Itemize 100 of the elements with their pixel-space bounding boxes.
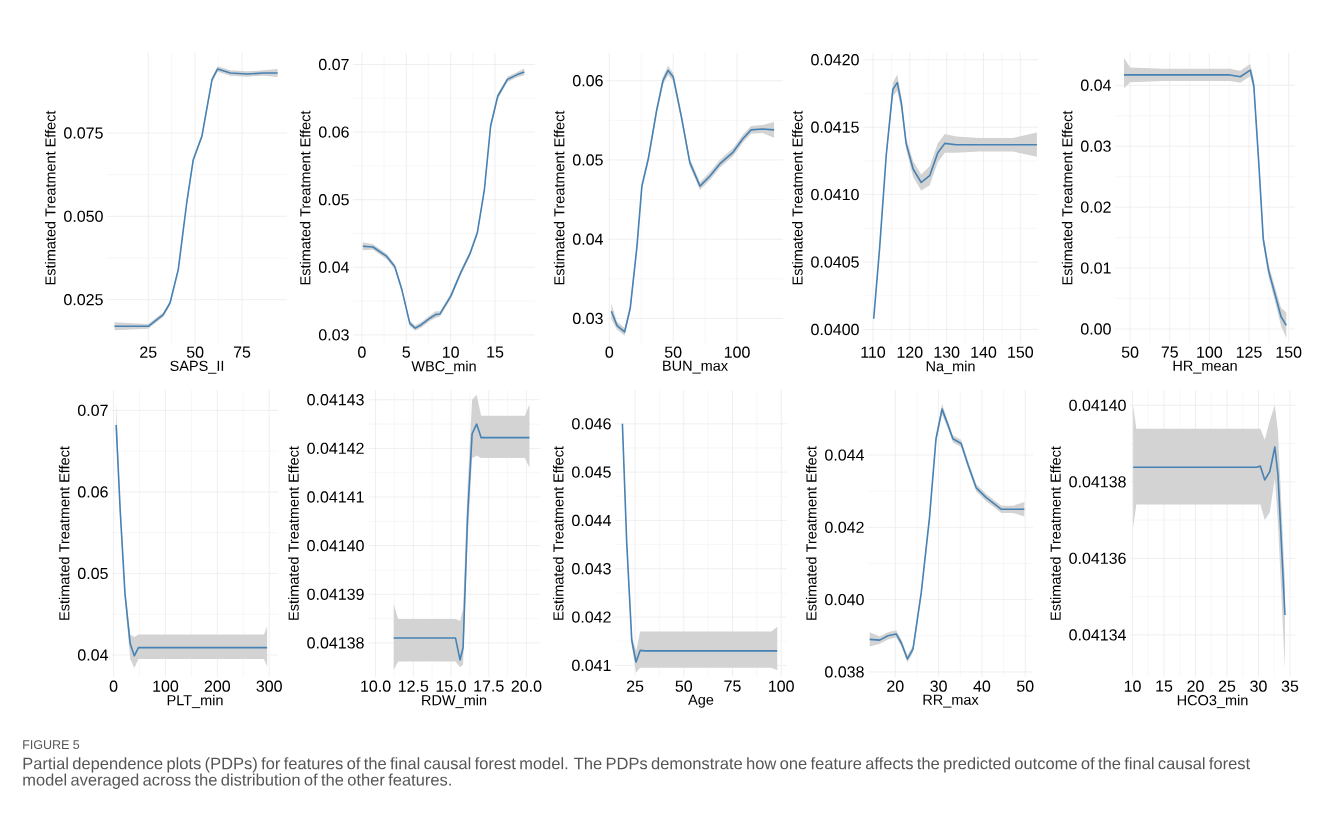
x-tick-label: 100 xyxy=(153,680,179,692)
x-tick-label: 50 xyxy=(675,680,693,692)
y-tick-label: 0.04141 xyxy=(307,491,364,503)
x-tick-label: 10 xyxy=(1124,680,1141,692)
y-tick-label: 0.04138 xyxy=(1069,476,1126,488)
y-tick-label: 0.06 xyxy=(318,126,349,138)
y-tick-label: 0.04140 xyxy=(1069,399,1126,411)
x-tick-label: 5 xyxy=(402,346,411,358)
y-tick-label: 0.06 xyxy=(77,486,108,498)
text: Partial dependence plots (PDPs) for features of the final causal forest model. The PDPs demonstrate how one feature affects the predicted outcome of the final causal forest model averaged across the distribution of the other features. xyxy=(23,757,1251,789)
y-tick-label: 0.01 xyxy=(1080,262,1111,274)
x-tick-label: 50 xyxy=(664,346,682,358)
y-tick-label: 0.050 xyxy=(64,210,103,222)
y-tick-label: 0.04 xyxy=(1080,79,1111,91)
y-tick-label: 0.07 xyxy=(318,58,349,71)
x-tick-label: 75 xyxy=(724,680,741,692)
x-tick-label: 100 xyxy=(769,680,794,692)
x-tick-label: 200 xyxy=(204,680,231,692)
y-axis-title: Estimated Treatment Effect xyxy=(1061,110,1073,285)
x-tick-label: 20 xyxy=(1187,680,1204,692)
x-axis-title: SAPS_II xyxy=(170,360,224,374)
y-tick-label: 0.05 xyxy=(572,154,603,166)
y-tick-label: 0.038 xyxy=(825,666,864,678)
x-axis-title: Na_min xyxy=(926,360,975,375)
x-axis-title: HCO3_min xyxy=(1177,694,1248,709)
y-tick-label: 0.04139 xyxy=(307,588,364,600)
x-axis-title: BUN_max xyxy=(663,360,728,374)
y-axis-title: Estimated Treatment Effect xyxy=(58,446,70,620)
x-tick-label: 40 xyxy=(973,680,991,692)
caption: FIGURE 5 xyxy=(23,740,80,750)
y-tick-label: 0.05 xyxy=(318,194,349,206)
y-tick-label: 0.0405 xyxy=(811,256,859,268)
x-axis-title: Age xyxy=(688,694,714,708)
y-tick-label: 0.04143 xyxy=(307,394,364,406)
x-tick-label: 0 xyxy=(605,346,614,358)
y-tick-label: 0.043 xyxy=(572,563,611,575)
x-tick-label: 150 xyxy=(1008,346,1034,358)
y-tick-label: 0.04142 xyxy=(307,442,364,455)
x-axis-title: WBC_min xyxy=(411,360,476,375)
y-tick-label: 0.042 xyxy=(572,611,611,623)
y-axis-title: Estimated Treatment Effect xyxy=(792,110,803,285)
x-tick-label: 50 xyxy=(1016,680,1034,692)
x-tick-label: 17.5 xyxy=(474,680,504,692)
y-tick-label: 0.0410 xyxy=(811,188,859,201)
y-tick-label: 0.046 xyxy=(572,418,611,430)
x-tick-label: 25 xyxy=(140,346,157,358)
x-tick-label: 100 xyxy=(1197,346,1223,358)
x-axis-title: PLT_min xyxy=(167,694,223,709)
y-tick-label: 0.04 xyxy=(318,261,349,273)
x-tick-label: 15 xyxy=(487,346,504,358)
y-tick-label: 0.044 xyxy=(572,514,611,527)
y-axis-title: Estimated Treatment Effect xyxy=(299,110,311,285)
x-tick-label: 120 xyxy=(897,346,923,358)
y-tick-label: 0.00 xyxy=(1080,323,1111,335)
x-tick-label: 110 xyxy=(861,346,886,358)
x-tick-label: 15.0 xyxy=(436,680,466,692)
x-tick-label: 15 xyxy=(1156,680,1173,692)
x-tick-label: 50 xyxy=(1121,346,1139,358)
y-tick-label: 0.045 xyxy=(572,466,611,478)
x-tick-label: 10 xyxy=(442,346,459,358)
x-tick-label: 30 xyxy=(930,680,947,692)
x-tick-label: 25 xyxy=(626,680,644,692)
y-tick-label: 0.041 xyxy=(572,659,611,672)
x-tick-label: 0 xyxy=(358,346,366,358)
y-tick-label: 0.02 xyxy=(1080,201,1111,213)
y-tick-label: 0.04 xyxy=(77,649,108,661)
y-axis-title: Estimated Treatment Effect xyxy=(552,446,564,620)
y-tick-label: 0.0400 xyxy=(811,323,859,336)
y-tick-label: 0.042 xyxy=(825,521,864,533)
x-axis-title: RDW_min xyxy=(422,694,487,709)
x-tick-label: 25 xyxy=(1218,680,1236,692)
x-tick-label: 300 xyxy=(256,680,282,692)
y-axis-title: Estimated Treatment Effect xyxy=(44,110,56,285)
x-tick-label: 35 xyxy=(1281,680,1299,692)
y-axis-title: Estimated Treatment Effect xyxy=(1050,446,1061,620)
y-tick-label: 0.025 xyxy=(64,293,103,306)
y-tick-label: 0.05 xyxy=(77,567,108,580)
x-tick-label: 130 xyxy=(934,346,960,358)
y-axis-title: Estimated Treatment Effect xyxy=(805,446,817,620)
x-tick-label: 50 xyxy=(186,346,204,358)
x-tick-label: 140 xyxy=(971,346,997,358)
y-tick-label: 0.04134 xyxy=(1069,629,1126,641)
x-tick-label: 75 xyxy=(1161,346,1178,358)
y-tick-label: 0.040 xyxy=(825,593,864,606)
y-tick-label: 0.04140 xyxy=(307,539,364,552)
x-tick-label: 75 xyxy=(233,346,251,358)
y-tick-label: 0.03 xyxy=(1080,140,1111,152)
x-axis-title: HR_mean xyxy=(1173,360,1237,374)
x-tick-label: 100 xyxy=(724,346,750,358)
x-tick-label: 30 xyxy=(1250,680,1267,692)
y-axis-title: Estimated Treatment Effect xyxy=(553,110,565,285)
y-tick-label: 0.04138 xyxy=(307,637,364,649)
y-axis-title: Estimated Treatment Effect xyxy=(288,446,299,620)
y-tick-label: 0.0415 xyxy=(811,121,859,133)
x-tick-label: 125 xyxy=(1236,346,1262,358)
y-tick-label: 0.04136 xyxy=(1069,552,1126,565)
x-axis-title: RR_max xyxy=(923,694,979,708)
y-tick-label: 0.03 xyxy=(318,329,349,341)
y-tick-label: 0.07 xyxy=(77,404,108,417)
x-tick-label: 20.0 xyxy=(511,680,542,692)
